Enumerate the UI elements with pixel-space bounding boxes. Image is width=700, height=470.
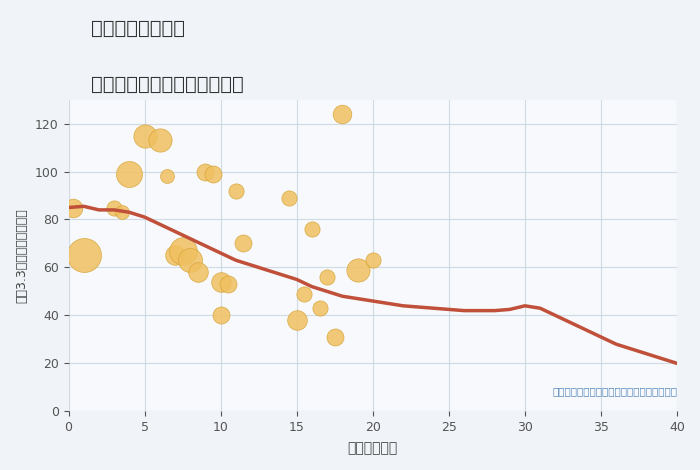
Point bbox=[352, 266, 363, 274]
Text: 円の大きさは、取引のあった物件面積を示す: 円の大きさは、取引のあった物件面積を示す bbox=[552, 386, 677, 396]
Text: 築年数別中古マンション価格: 築年数別中古マンション価格 bbox=[91, 75, 244, 94]
Point bbox=[284, 194, 295, 202]
Point bbox=[200, 168, 211, 175]
Point bbox=[108, 204, 120, 212]
Point bbox=[299, 290, 310, 298]
Text: 三重県伊賀市野間: 三重県伊賀市野間 bbox=[91, 19, 185, 38]
Point bbox=[215, 278, 226, 286]
Point bbox=[314, 305, 326, 312]
Point bbox=[368, 257, 379, 264]
Y-axis label: 坪（3.3㎡）単価（万円）: 坪（3.3㎡）単価（万円） bbox=[15, 208, 28, 303]
Point bbox=[169, 252, 181, 259]
Point bbox=[291, 316, 302, 324]
Point bbox=[116, 209, 127, 216]
Point bbox=[207, 170, 218, 178]
Point bbox=[139, 132, 150, 139]
Point bbox=[307, 225, 318, 233]
Point bbox=[230, 187, 241, 195]
Point bbox=[162, 172, 173, 180]
Point bbox=[215, 312, 226, 319]
Point bbox=[185, 257, 196, 264]
Point bbox=[321, 273, 332, 281]
Point bbox=[329, 333, 340, 341]
Point bbox=[223, 281, 234, 288]
Point bbox=[193, 268, 204, 276]
Point bbox=[67, 204, 78, 212]
X-axis label: 築年数（年）: 築年数（年） bbox=[348, 441, 398, 455]
Point bbox=[177, 247, 188, 254]
Point bbox=[337, 110, 348, 118]
Point bbox=[238, 240, 249, 247]
Point bbox=[154, 137, 165, 144]
Point bbox=[78, 252, 90, 259]
Point bbox=[124, 170, 135, 178]
